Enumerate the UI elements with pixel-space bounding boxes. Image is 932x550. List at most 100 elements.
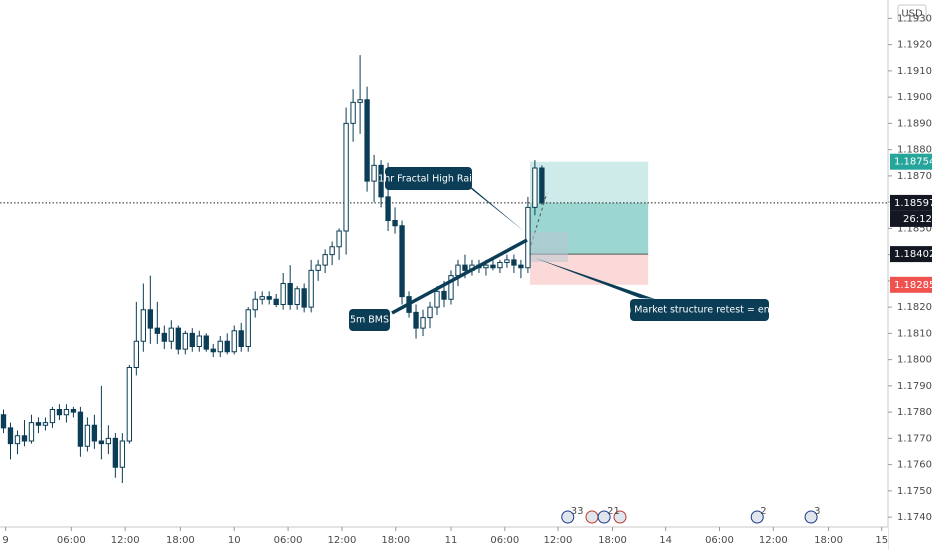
y-tick-label: 1.17500 [897, 486, 932, 497]
candle-body [133, 340, 140, 368]
candle-body [105, 437, 112, 445]
candle-body [98, 440, 105, 445]
annotation: 5m Market structure retest = entry [616, 305, 783, 316]
candle-body [203, 335, 209, 350]
candle-body [84, 424, 91, 447]
candle-body [315, 264, 321, 271]
candle-body [448, 275, 454, 300]
stop-label-box [890, 276, 932, 293]
candle-body [196, 335, 202, 347]
event-icon [750, 510, 764, 524]
x-tick-label: 18:00 [381, 535, 410, 546]
annotation: 5m BMS [350, 315, 389, 326]
candle-body [420, 317, 426, 329]
candle-body [308, 269, 314, 308]
candle-body [392, 220, 398, 227]
candle-body [140, 309, 147, 342]
event-icon [585, 510, 599, 524]
candle-body [28, 422, 35, 442]
currency-box [897, 4, 927, 22]
candle-body [434, 290, 440, 308]
x-tick-label: 06:00 [274, 535, 303, 546]
annotation: 1hr Fractal High Raid [378, 174, 478, 185]
y-tick-label: 1.18700 [897, 171, 932, 182]
last-price-label-box [890, 194, 932, 211]
candle-body [70, 409, 77, 413]
candle-body [336, 230, 342, 248]
candle-body [175, 327, 181, 350]
y-tick-label: 1.18800 [897, 145, 932, 156]
candle-body [161, 332, 167, 342]
x-tick-label: 18:00 [166, 535, 195, 546]
y-tick-label: 1.18100 [897, 328, 932, 339]
entry-label: 1.18402 [894, 249, 932, 260]
candle-body [497, 262, 503, 269]
candle-body [287, 283, 293, 305]
candle-body [189, 332, 195, 347]
candle-body [91, 424, 98, 442]
candle-body [63, 409, 70, 416]
x-tick-label: 12:00 [111, 535, 140, 546]
candle-body [0, 414, 7, 429]
event-count: 3 [814, 506, 820, 517]
candle-body [259, 296, 265, 300]
x-tick-label: 15 [875, 535, 888, 546]
x-tick-label: 06:00 [57, 535, 86, 546]
candle-body [21, 435, 28, 442]
candle-body [217, 340, 223, 353]
candle-body [154, 327, 160, 334]
candle-body [301, 288, 307, 308]
x-tick-label: 06:00 [490, 535, 519, 546]
candle-body [525, 206, 531, 269]
candle-body [182, 332, 188, 350]
candle-body [42, 422, 49, 426]
currency: USD [901, 9, 923, 20]
candle-body [364, 99, 370, 182]
callout-pointer [460, 180, 525, 232]
x-tick-label: 9 [2, 535, 8, 546]
candle-body [280, 283, 286, 305]
candle-body [294, 288, 300, 305]
callout-box [385, 167, 472, 190]
candle-body [266, 296, 272, 300]
target-label-box [890, 153, 932, 170]
candle-body [322, 254, 328, 266]
y-tick-label: 1.19300 [897, 13, 932, 24]
candle-body [56, 409, 63, 416]
x-tick-label: 10 [228, 535, 241, 546]
y-tick-label: 1.18500 [897, 223, 932, 234]
candle-body [518, 264, 524, 269]
candle-body [511, 259, 517, 266]
y-tick-label: 1.18000 [897, 355, 932, 366]
candle-body [35, 422, 42, 426]
candle-body [532, 167, 538, 208]
candle-body [350, 101, 356, 124]
event-icon [613, 510, 627, 524]
event-count: 2 [760, 506, 766, 517]
countdown-box [890, 210, 932, 227]
candle-body [357, 99, 363, 103]
candle-body [231, 330, 237, 353]
candle-body [539, 167, 545, 204]
candle-body [147, 309, 153, 329]
candle-body [343, 122, 349, 232]
candle-body [168, 327, 174, 342]
events: 33 21 2 3 [561, 506, 820, 524]
target-label: 1.18754 [894, 157, 932, 168]
y-tick-label: 1.19100 [897, 66, 932, 77]
retest-zone [531, 232, 568, 262]
price-axis-bg [888, 0, 932, 550]
axes: 1.17400 1.17500 1.17600 1.17700 1.17800 1.179… [2, 13, 932, 546]
candle-body [371, 164, 377, 182]
event-icon [561, 510, 575, 524]
event-count: 21 [607, 506, 620, 517]
candle-body [385, 196, 391, 221]
last-price-label: 1.18597 [894, 198, 932, 209]
candle-body [490, 264, 496, 269]
candle-body [14, 435, 21, 445]
x-tick-label: 12:00 [544, 535, 573, 546]
candle-body [455, 264, 461, 277]
x-tick-label: 18:00 [814, 535, 843, 546]
event-icon [804, 510, 818, 524]
